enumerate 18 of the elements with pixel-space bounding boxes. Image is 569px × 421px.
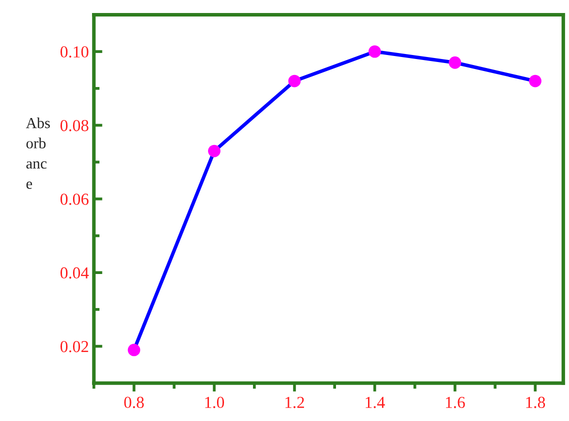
x-tick-label: 1.2 xyxy=(286,396,304,408)
y-axis-title: Abs orb anc e xyxy=(26,117,50,189)
point xyxy=(208,144,220,158)
point xyxy=(128,344,140,356)
point xyxy=(529,74,542,88)
point xyxy=(288,74,301,88)
y-tick-label: 0.10 xyxy=(60,46,88,58)
x-tick-label: 1.4 xyxy=(366,396,385,408)
x-tick-label: 1.8 xyxy=(526,396,546,408)
point xyxy=(368,45,381,58)
x-tick-label: 1.0 xyxy=(205,396,224,408)
y-tick-label: 0.08 xyxy=(60,120,88,132)
x-tick-label: 0.8 xyxy=(124,396,144,408)
y-tick-label: 0.02 xyxy=(60,340,88,352)
y-tick-label: 0.06 xyxy=(60,194,89,205)
x-tick-label: 1.6 xyxy=(446,396,465,408)
y-tick-label: 0.04 xyxy=(60,267,89,279)
point xyxy=(448,56,462,69)
